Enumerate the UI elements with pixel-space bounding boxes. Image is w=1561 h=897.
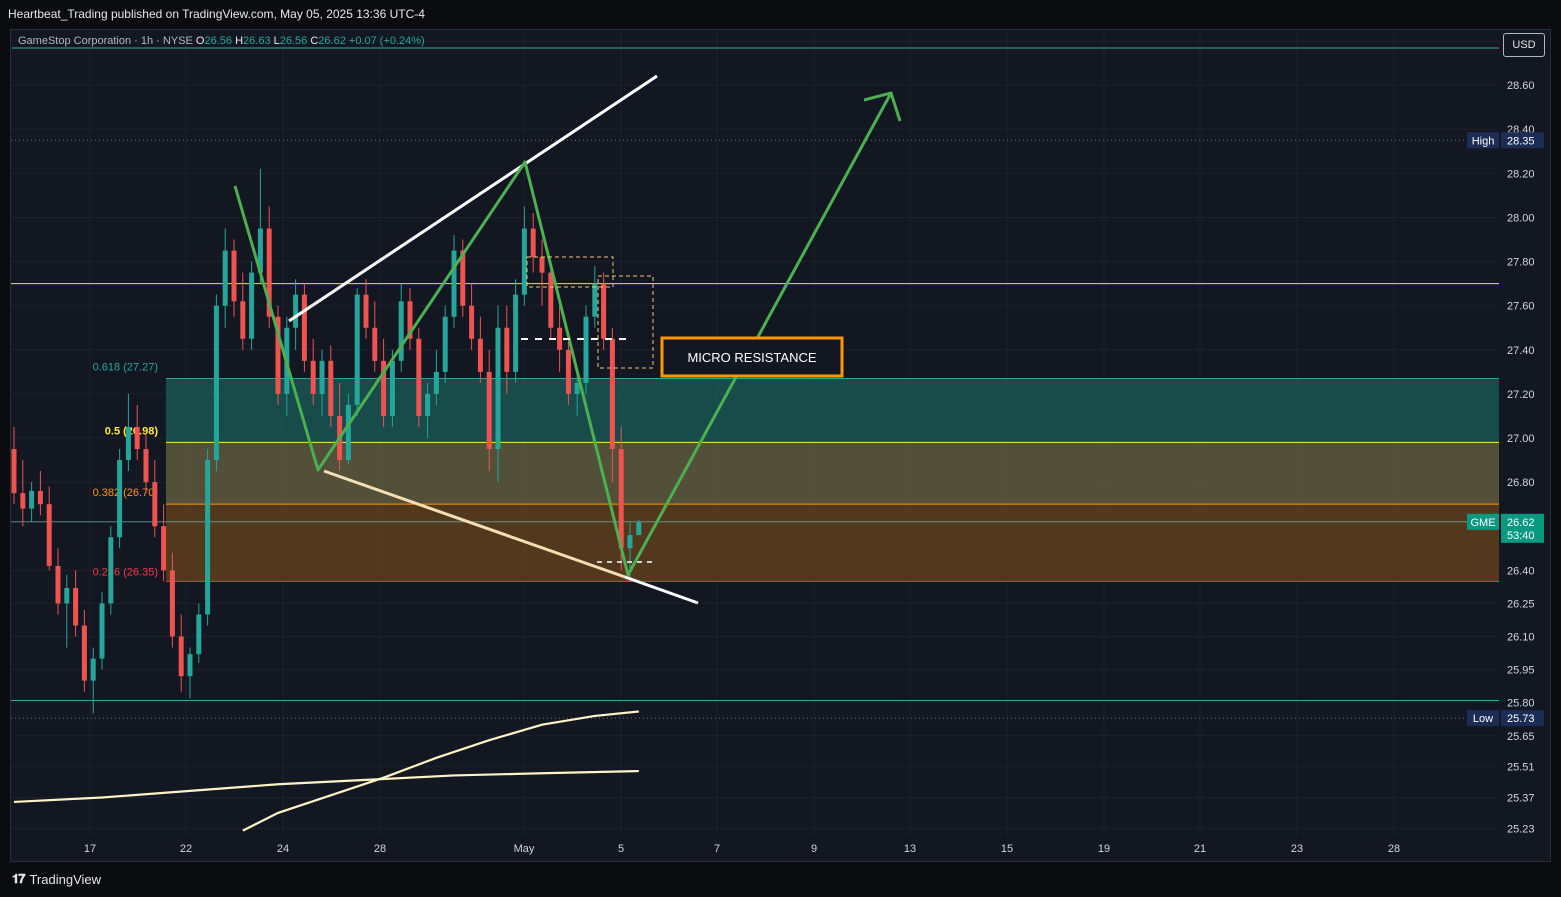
brand-name: TradingView	[29, 871, 102, 887]
legend-close: 26.62	[318, 35, 346, 47]
currency-button[interactable]: USD	[1503, 33, 1545, 57]
tradingview-brand[interactable]: 𝟏𝟕 TradingView	[12, 871, 101, 887]
publisher-line: Heartbeat_Trading published on TradingVi…	[8, 7, 425, 21]
legend-low: 26.56	[279, 35, 308, 47]
tradingview-logo-icon: 𝟏𝟕	[12, 871, 26, 886]
chart-frame[interactable]	[10, 29, 1551, 862]
legend-symbol: GameStop Corporation · 1h · NYSE	[18, 35, 193, 47]
legend-change: +0.07 (+0.24%)	[348, 35, 425, 47]
ohlc-legend: GameStop Corporation · 1h · NYSE O26.56 …	[18, 35, 425, 47]
legend-high-label: H	[235, 35, 244, 47]
legend-open: 26.56	[204, 35, 233, 47]
legend-high: 26.63	[243, 35, 271, 47]
